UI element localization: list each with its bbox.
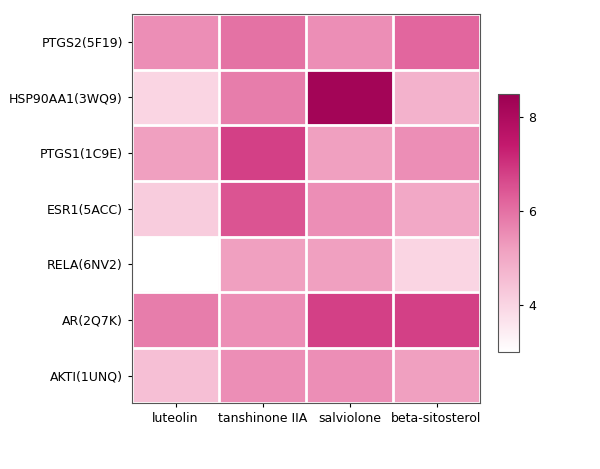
Bar — [219, 181, 306, 236]
Bar — [219, 125, 306, 181]
Bar — [132, 348, 219, 403]
Bar — [306, 70, 393, 125]
Bar — [219, 348, 306, 403]
Bar — [219, 236, 306, 292]
Bar — [132, 292, 219, 348]
Bar — [393, 70, 480, 125]
Bar — [306, 14, 393, 70]
Bar — [306, 181, 393, 236]
Bar — [132, 70, 219, 125]
Bar — [393, 236, 480, 292]
Bar — [393, 125, 480, 181]
Bar — [393, 14, 480, 70]
Bar — [219, 14, 306, 70]
Bar — [132, 14, 219, 70]
Bar — [219, 70, 306, 125]
Bar — [393, 181, 480, 236]
Bar — [219, 292, 306, 348]
Bar — [132, 236, 219, 292]
Bar — [306, 292, 393, 348]
Bar — [306, 348, 393, 403]
Bar — [393, 348, 480, 403]
Bar — [132, 181, 219, 236]
Bar — [306, 236, 393, 292]
Bar — [393, 292, 480, 348]
Bar — [132, 125, 219, 181]
Bar — [306, 125, 393, 181]
